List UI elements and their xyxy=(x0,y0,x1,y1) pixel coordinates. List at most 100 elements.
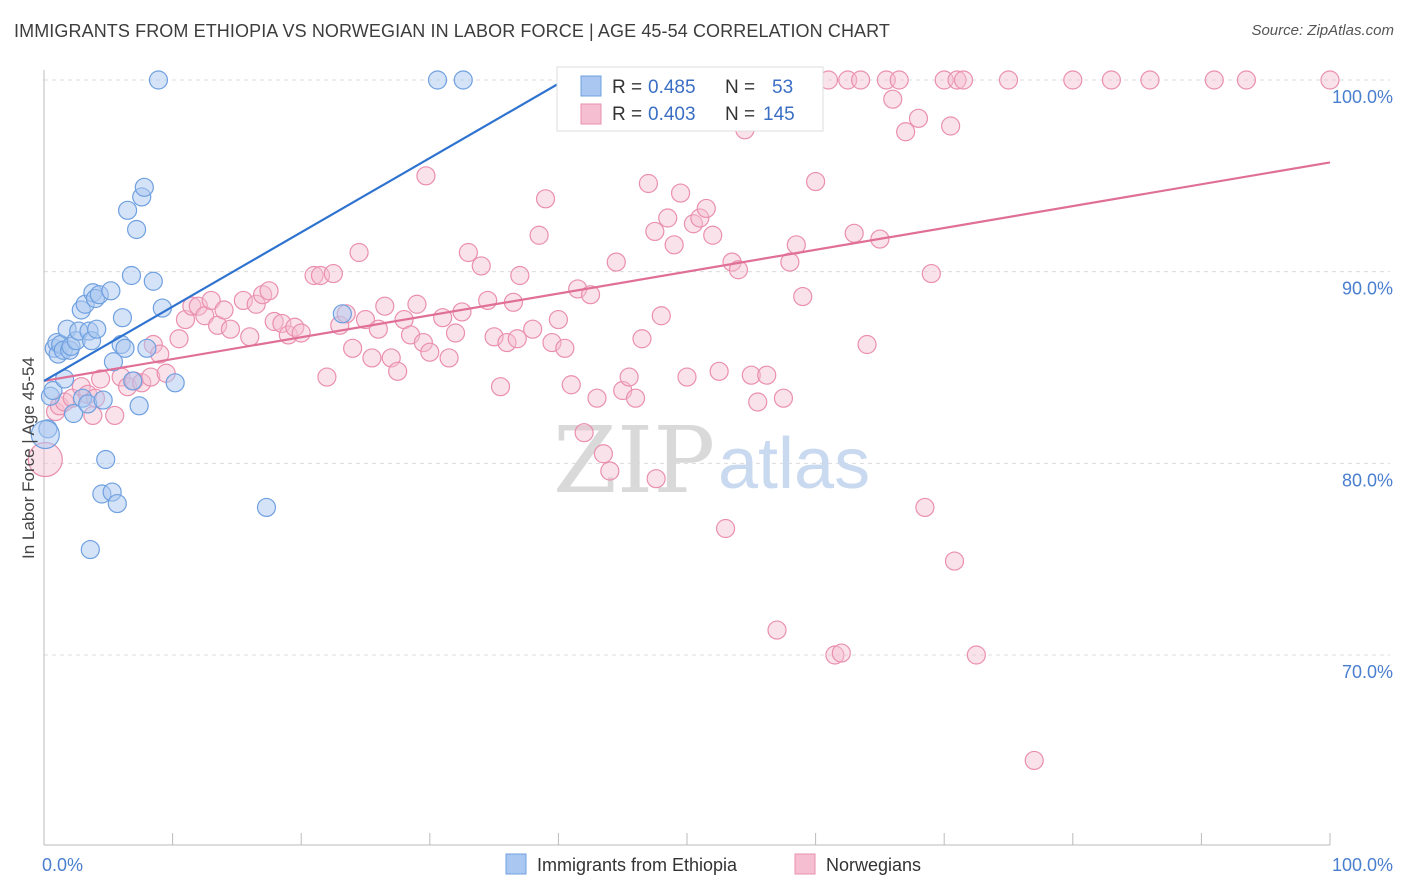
norwegians-point xyxy=(362,348,382,368)
norwegians-point xyxy=(619,367,639,387)
norwegians-point xyxy=(896,122,916,142)
norwegians-point xyxy=(1063,70,1083,90)
norwegians-point xyxy=(748,392,768,412)
norwegians-point xyxy=(507,329,527,349)
legend-r-label-2: R = xyxy=(612,104,642,125)
norwegians-point xyxy=(915,497,935,518)
x-ticks xyxy=(172,833,1331,845)
norwegians-point xyxy=(304,265,324,286)
norwegians-point xyxy=(728,260,749,280)
norwegians-point xyxy=(844,223,864,243)
ethiopia-point xyxy=(101,281,121,301)
bottom-legend: Immigrants from Ethiopia Norwegians xyxy=(505,853,921,875)
norwegians-point xyxy=(439,348,459,368)
ethiopia-point xyxy=(96,449,116,470)
legend-r-value-2: 0.403 xyxy=(648,104,696,125)
norwegians-point xyxy=(944,551,965,571)
norwegians-point xyxy=(580,285,601,305)
norwegians-point xyxy=(703,225,723,245)
norwegians-point xyxy=(690,208,710,228)
norwegians-point xyxy=(343,338,363,358)
norwegians-point xyxy=(458,242,478,263)
norwegians-point xyxy=(416,166,436,186)
ethiopia-point xyxy=(80,539,100,560)
watermark-zip: ZIP xyxy=(553,407,715,514)
y-tick-label: 70.0% xyxy=(1342,662,1393,682)
norwegians-point xyxy=(658,208,678,228)
norwegians-point xyxy=(445,323,466,343)
norwegians-point xyxy=(587,388,607,408)
ethiopia-point xyxy=(256,497,277,518)
ethiopia-point xyxy=(129,396,149,416)
norwegians-point xyxy=(709,361,729,381)
norwegians-point xyxy=(773,388,794,408)
ethiopia-trend-line xyxy=(43,79,566,382)
ethiopia-point xyxy=(332,304,352,324)
norwegians-point xyxy=(141,367,161,387)
norwegians-point xyxy=(90,369,111,389)
norwegians-point xyxy=(664,235,684,255)
ethiopia-point xyxy=(143,271,163,291)
norwegians-point xyxy=(201,290,221,311)
norwegians-point xyxy=(375,296,395,316)
ethiopia-point xyxy=(126,219,147,240)
norwegians-point xyxy=(767,620,787,640)
ethiopia-point xyxy=(137,338,157,358)
norwegians-trend-line xyxy=(43,161,1331,383)
norwegians-point xyxy=(889,70,909,90)
norwegians-point xyxy=(323,263,343,284)
norwegians-point xyxy=(651,306,671,326)
norwegians-point xyxy=(1204,70,1224,90)
ethiopia-point xyxy=(115,338,135,358)
norwegians-point xyxy=(182,296,202,316)
norwegians-point xyxy=(574,423,594,443)
ethiopia-point xyxy=(148,70,169,90)
norwegians-point xyxy=(388,361,408,381)
norwegians-point xyxy=(555,338,575,358)
ethiopia-point xyxy=(123,371,143,391)
norwegians-point xyxy=(233,290,253,311)
bottom-legend-norwegians: Norwegians xyxy=(826,855,921,875)
ethiopia-point xyxy=(453,70,473,90)
legend-swatch-norwegians xyxy=(580,103,602,125)
norwegians-point xyxy=(606,252,626,272)
y-axis-label: In Labor Force | Age 45-54 xyxy=(19,357,38,559)
ethiopia-point xyxy=(134,177,154,197)
y-tick-label: 90.0% xyxy=(1342,279,1393,299)
bottom-legend-swatch-ethiopia xyxy=(505,853,527,875)
ethiopia-point xyxy=(43,380,63,401)
chart-title: IMMIGRANTS FROM ETHIOPIA VS NORWEGIAN IN… xyxy=(14,21,891,41)
norwegians-point xyxy=(947,70,967,90)
norwegians-point xyxy=(757,365,777,385)
norwegians-point xyxy=(240,327,260,347)
norwegians-point xyxy=(632,329,652,349)
norwegians-point xyxy=(264,311,284,332)
y-tick-labels: 70.0% 80.0% 90.0% 100.0% xyxy=(1332,87,1393,682)
legend-r-label-1: R = xyxy=(612,77,642,98)
norwegians-point xyxy=(169,329,189,349)
legend-swatch-ethiopia xyxy=(580,75,602,97)
norwegians-point xyxy=(220,319,241,339)
y-tick-label: 80.0% xyxy=(1342,470,1393,490)
norwegians-point xyxy=(953,70,974,90)
norwegians-point xyxy=(214,300,234,320)
norwegians-point xyxy=(471,256,491,276)
norwegians-point xyxy=(851,70,871,90)
x-tick-label-min: 0.0% xyxy=(42,855,83,875)
norwegians-point xyxy=(966,645,986,665)
norwegians-point xyxy=(998,70,1019,90)
x-tick-label-max: 100.0% xyxy=(1332,855,1393,875)
ethiopia-point xyxy=(107,493,127,514)
ethiopia-point xyxy=(165,373,185,393)
norwegians-point xyxy=(317,367,337,387)
y-tick-label: 100.0% xyxy=(1332,87,1393,107)
legend-n-value-2: 145 xyxy=(763,104,795,125)
norwegians-point xyxy=(593,444,614,464)
norwegians-point xyxy=(1320,70,1340,90)
norwegians-point xyxy=(1140,70,1160,90)
norwegians-point xyxy=(805,171,826,192)
ethiopia-point xyxy=(93,390,113,410)
norwegians-point xyxy=(420,342,440,362)
norwegians-point xyxy=(1101,70,1121,90)
